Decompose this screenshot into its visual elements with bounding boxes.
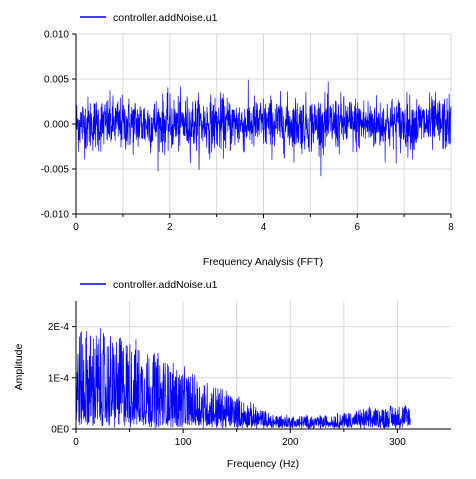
spectrum-chart: controller.addNoise.u1 0 100 200 300 0E0 1E-4… [13, 279, 451, 470]
series-path-noise [75, 79, 452, 177]
y-tick-label: 0.005 [44, 75, 69, 86]
x-axis-label-bottom: Frequency (Hz) [227, 458, 299, 470]
x-tick-label: 2 [167, 222, 173, 233]
series-line-bottom [75, 328, 411, 430]
y-tick-label: 0E0 [51, 425, 69, 436]
x-tick-label: 0 [73, 222, 79, 233]
axes-top [72, 33, 452, 218]
x-tick-label: 0 [73, 437, 79, 448]
x-tick-label: 6 [354, 222, 360, 233]
y-tick-label: 1E-4 [48, 373, 70, 384]
x-tick-label: 200 [282, 437, 299, 448]
legend-label-top: controller.addNoise.u1 [113, 12, 218, 24]
x-tick-label: 300 [389, 437, 406, 448]
series-path-spectrum [75, 328, 411, 430]
y-tick-label: -0.010 [41, 210, 70, 221]
y-tick-label: 2E-4 [48, 322, 70, 333]
axes-bottom [72, 301, 451, 433]
x-tick-label: 8 [448, 222, 454, 233]
legend-label-bottom: controller.addNoise.u1 [113, 279, 218, 291]
x-axis-label-top: Frequency Analysis (FFT) [203, 256, 323, 268]
y-tick-label: 0.010 [44, 30, 69, 41]
tick-labels-bottom: 0 100 200 300 0E0 1E-4 2E-4 [48, 322, 406, 448]
x-tick-label: 4 [261, 222, 267, 233]
y-tick-label: -0.005 [41, 165, 70, 176]
y-tick-label: 0.000 [44, 120, 69, 131]
y-axis-label-bottom: Amplitude [13, 344, 25, 391]
series-line-top [75, 79, 452, 177]
x-tick-label: 100 [175, 437, 192, 448]
tick-labels-top: 0 2 4 6 8 -0.010 -0.005 0.000 0.005 0.010 [41, 30, 455, 234]
time-domain-chart: controller.addNoise.u1 0 2 4 6 8 -0.010 -0.005… [41, 12, 455, 268]
